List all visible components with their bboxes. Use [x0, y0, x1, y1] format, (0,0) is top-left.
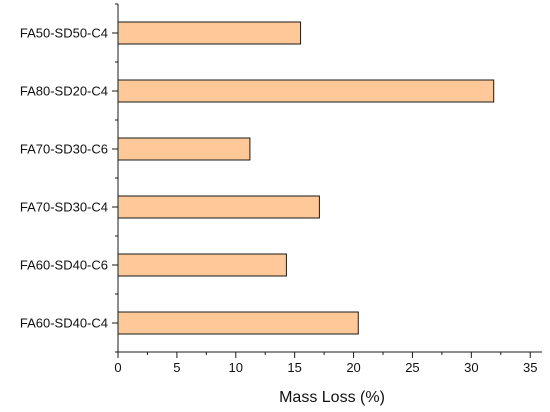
bar-fa60-sd40-c4 [117, 311, 359, 335]
category-label: FA60-SD40-C4 [20, 316, 108, 331]
category-label: FA60-SD40-C6 [20, 258, 108, 273]
x-axis-title: Mass Loss (%) [279, 389, 385, 406]
bars-group [117, 21, 495, 335]
category-label: FA50-SD50-C4 [20, 26, 108, 41]
x-tick-label: 25 [405, 360, 419, 375]
x-tick-label: 30 [464, 360, 478, 375]
x-tick-label: 35 [523, 360, 537, 375]
bar-fa60-sd40-c6 [117, 253, 287, 277]
bar-fa80-sd20-c4 [117, 79, 495, 103]
category-label: FA70-SD30-C4 [20, 200, 108, 215]
x-tick-label: 5 [173, 360, 180, 375]
category-label: FA80-SD20-C4 [20, 84, 108, 99]
category-label: FA70-SD30-C6 [20, 142, 108, 157]
axes-group: 0 5 10 15 20 25 30 35 FA60-SD40-C4 FA60-SD40-C6 FA… [20, 3, 542, 375]
x-tick-label: 10 [229, 360, 243, 375]
bar-fa70-sd30-c4 [117, 195, 320, 219]
x-tick-label: 20 [346, 360, 360, 375]
x-tick-label: 15 [287, 360, 301, 375]
x-tick-label: 0 [114, 360, 121, 375]
bar-fa50-sd50-c4 [117, 21, 302, 45]
bar-fa70-sd30-c6 [117, 137, 251, 161]
